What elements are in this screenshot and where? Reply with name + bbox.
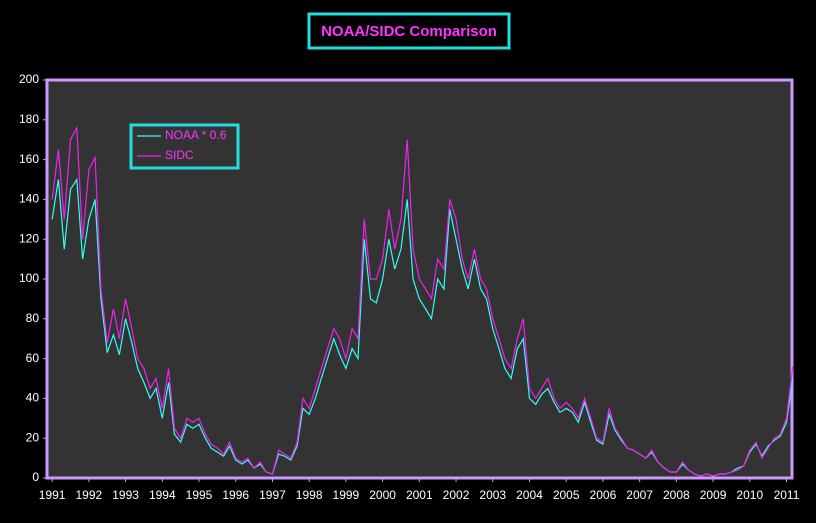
x-tick-label: 2010 bbox=[736, 488, 763, 502]
x-tick-label: 2001 bbox=[406, 488, 433, 502]
y-tick-label: 180 bbox=[19, 112, 39, 126]
x-tick-label: 1992 bbox=[76, 488, 103, 502]
title-box bbox=[307, 12, 511, 50]
legend-box bbox=[129, 123, 240, 170]
legend-label: SIDC bbox=[165, 148, 194, 162]
legend-label: NOAA * 0.6 bbox=[165, 128, 227, 142]
y-tick-label: 160 bbox=[19, 152, 39, 166]
x-tick-label: 2004 bbox=[516, 488, 543, 502]
x-tick-label: 1997 bbox=[259, 488, 286, 502]
y-tick-label: 40 bbox=[26, 391, 40, 405]
x-tick-label: 1991 bbox=[39, 488, 66, 502]
x-tick-label: 1993 bbox=[112, 488, 139, 502]
x-tick-label: 2007 bbox=[626, 488, 653, 502]
x-tick-label: 2003 bbox=[479, 488, 506, 502]
y-tick-label: 0 bbox=[32, 470, 39, 484]
y-tick-label: 200 bbox=[19, 72, 39, 86]
y-tick-label: 20 bbox=[26, 430, 40, 444]
y-tick-label: 140 bbox=[19, 192, 39, 206]
y-tick-label: 60 bbox=[26, 351, 40, 365]
x-tick-label: 1999 bbox=[333, 488, 360, 502]
x-tick-label: 2011 bbox=[774, 488, 800, 502]
x-tick-label: 2002 bbox=[443, 488, 470, 502]
y-tick-label: 120 bbox=[19, 231, 39, 245]
y-tick-label: 80 bbox=[26, 311, 40, 325]
y-tick-label: 100 bbox=[19, 271, 39, 285]
x-tick-label: 2006 bbox=[590, 488, 617, 502]
x-tick-label: 2000 bbox=[369, 488, 396, 502]
x-tick-label: 1998 bbox=[296, 488, 323, 502]
x-tick-label: 1995 bbox=[186, 488, 213, 502]
series-line bbox=[51, 125, 794, 477]
x-tick-label: 2009 bbox=[700, 488, 727, 502]
x-tick-label: 1996 bbox=[222, 488, 249, 502]
x-tick-label: 1994 bbox=[149, 488, 176, 502]
chart-title: NOAA/SIDC Comparison bbox=[321, 23, 497, 40]
x-tick-label: 2008 bbox=[663, 488, 690, 502]
x-tick-label: 2005 bbox=[553, 488, 580, 502]
